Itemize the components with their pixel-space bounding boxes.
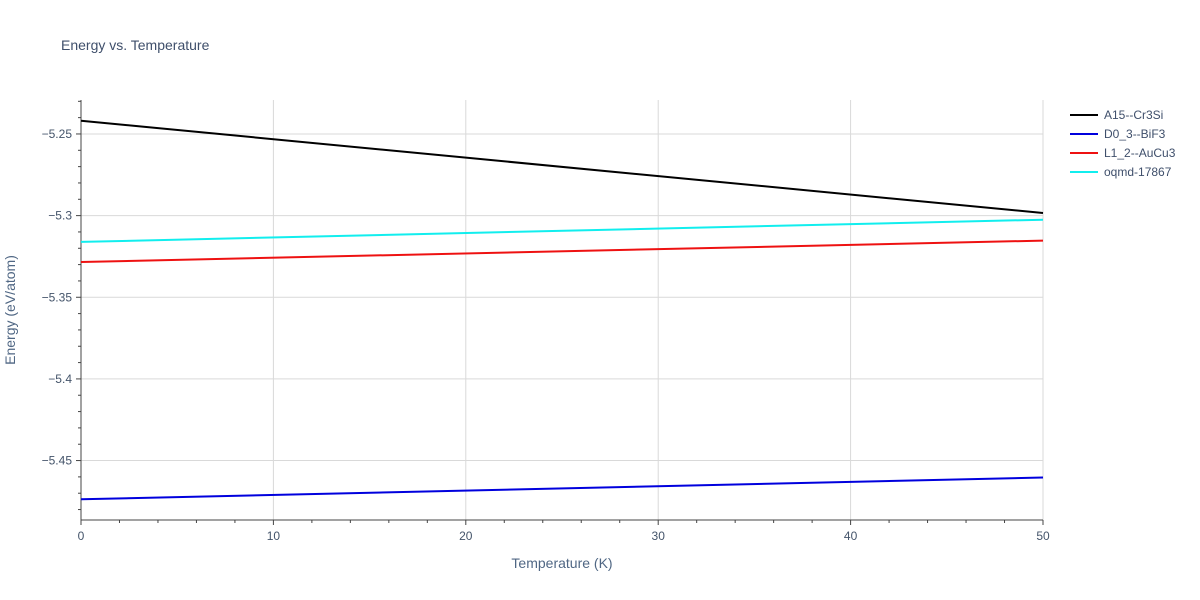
x-tick-label: 30: [652, 529, 666, 543]
legend-label: L1_2--AuCu3: [1104, 146, 1176, 160]
x-tick-label: 10: [267, 529, 281, 543]
x-tick-label: 40: [844, 529, 858, 543]
x-tick-label: 50: [1036, 529, 1050, 543]
x-axis-title: Temperature (K): [511, 555, 612, 571]
legend-item[interactable]: D0_3--BiF3: [1070, 127, 1166, 141]
legend-item[interactable]: A15--Cr3Si: [1070, 108, 1163, 122]
y-tick-label: −5.25: [42, 127, 73, 141]
chart-title: Energy vs. Temperature: [61, 37, 210, 53]
series-line-A15--Cr3Si: [80, 119, 1044, 214]
y-tick-label: −5.4: [48, 372, 72, 386]
axes-layer: 0 10 20 30 40 50 −5.25 −5.3 −5.35 −5.4 −5.45: [42, 100, 1050, 543]
y-tick-label: −5.3: [48, 209, 72, 223]
legend-label: D0_3--BiF3: [1104, 127, 1166, 141]
x-tick-label: 0: [78, 529, 85, 543]
legend-item[interactable]: L1_2--AuCu3: [1070, 146, 1176, 160]
x-tick-label: 20: [459, 529, 473, 543]
series-line-L1_2--AuCu3: [80, 239, 1044, 263]
y-tick-label: −5.45: [42, 454, 73, 468]
legend-item[interactable]: oqmd-17867: [1070, 165, 1172, 179]
y-axis-title: Energy (eV/atom): [2, 255, 18, 365]
series-line-D0_3--BiF3: [80, 476, 1044, 501]
legend[interactable]: A15--Cr3Si D0_3--BiF3 L1_2--AuCu3 oqmd-1786…: [1070, 108, 1176, 179]
series-layer: [80, 119, 1044, 501]
legend-label: A15--Cr3Si: [1104, 108, 1163, 122]
grid-layer: [81, 100, 1044, 520]
series-line-oqmd-17867: [80, 218, 1044, 243]
legend-label: oqmd-17867: [1104, 165, 1172, 179]
y-tick-label: −5.35: [42, 290, 73, 304]
